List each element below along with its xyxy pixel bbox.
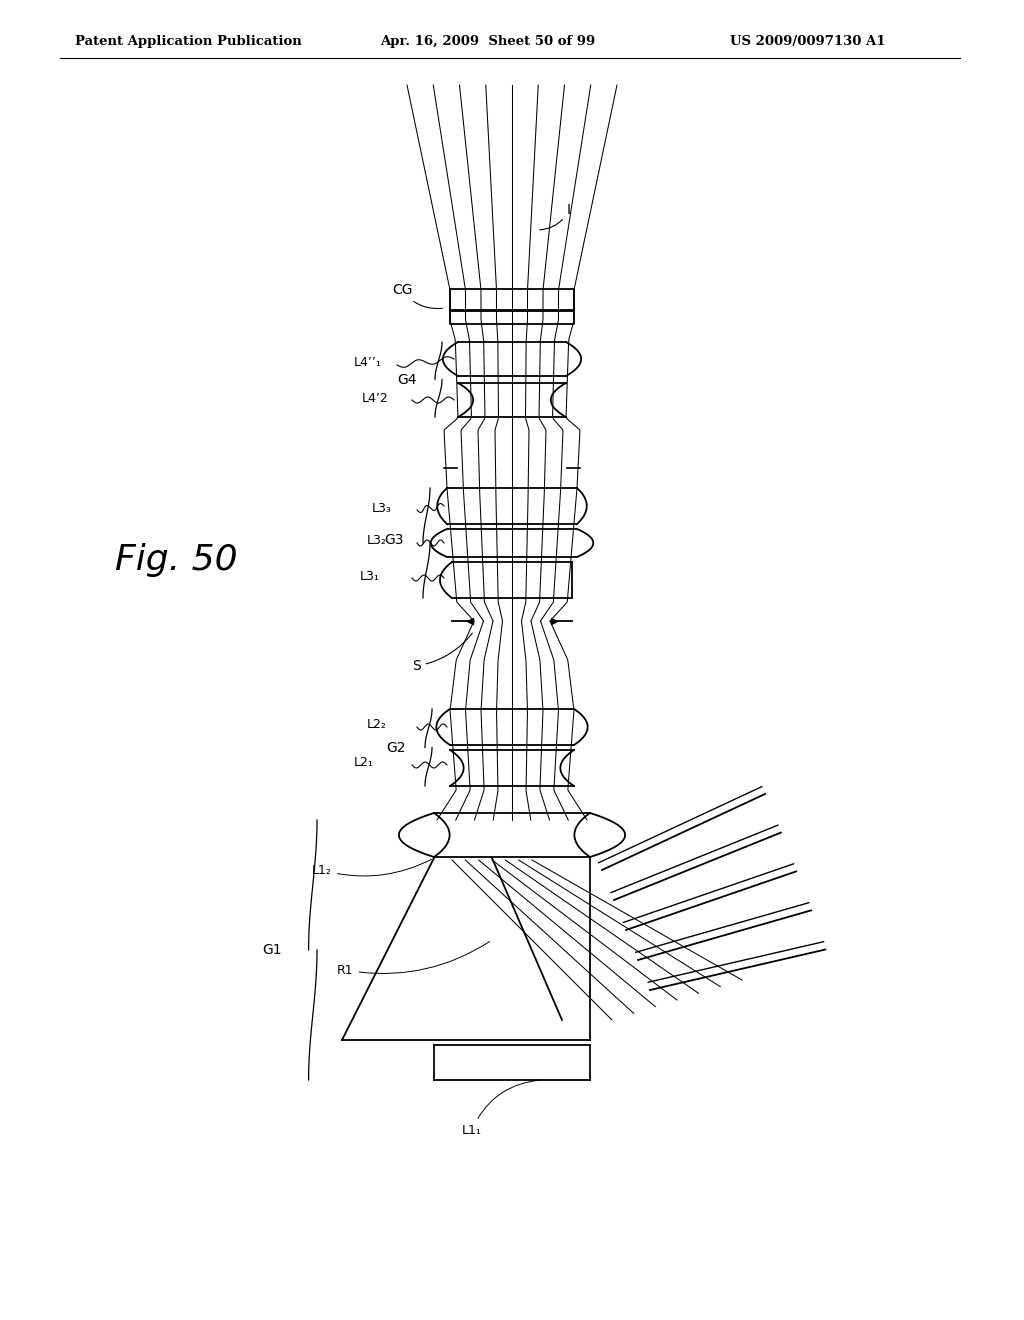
Text: Apr. 16, 2009  Sheet 50 of 99: Apr. 16, 2009 Sheet 50 of 99 (380, 36, 595, 49)
Text: L1₁: L1₁ (462, 1080, 540, 1137)
Text: G3: G3 (384, 533, 403, 546)
Text: US 2009/0097130 A1: US 2009/0097130 A1 (730, 36, 886, 49)
Text: G1: G1 (262, 942, 282, 957)
Text: CG: CG (392, 282, 442, 309)
Text: L3₂: L3₂ (367, 535, 387, 548)
Text: L2₁: L2₁ (354, 756, 374, 770)
Text: L4’2: L4’2 (362, 392, 389, 404)
Text: R1: R1 (337, 941, 489, 977)
Text: L2₂: L2₂ (367, 718, 387, 731)
Text: I: I (540, 203, 571, 230)
Text: Fig. 50: Fig. 50 (115, 543, 238, 577)
Text: L3₃: L3₃ (372, 502, 392, 515)
Text: L1₂: L1₂ (312, 859, 431, 876)
Text: G2: G2 (386, 741, 406, 755)
Text: Patent Application Publication: Patent Application Publication (75, 36, 302, 49)
Text: L4’’₁: L4’’₁ (354, 356, 382, 370)
Text: G4: G4 (397, 374, 417, 387)
Text: L3₁: L3₁ (360, 569, 380, 582)
Text: S: S (412, 634, 472, 673)
